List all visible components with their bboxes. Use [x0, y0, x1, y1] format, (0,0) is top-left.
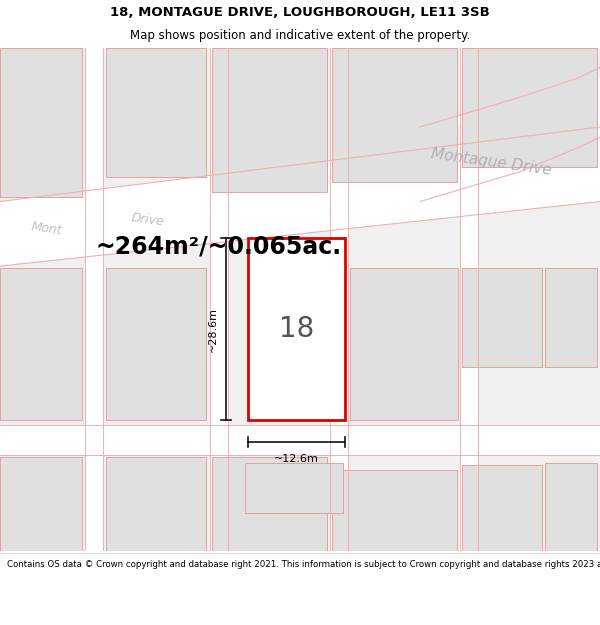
- Bar: [462, 465, 542, 551]
- Text: ~28.6m: ~28.6m: [208, 307, 218, 352]
- Text: Drive: Drive: [130, 211, 165, 228]
- Text: Contains OS data © Crown copyright and database right 2021. This information is : Contains OS data © Crown copyright and d…: [7, 560, 600, 569]
- Text: Map shows position and indicative extent of the property.: Map shows position and indicative extent…: [130, 29, 470, 42]
- Bar: [460, 48, 478, 551]
- Bar: [0, 48, 82, 196]
- Polygon shape: [0, 127, 600, 266]
- Bar: [212, 48, 327, 192]
- Bar: [330, 48, 348, 551]
- Bar: [332, 470, 457, 551]
- Text: Montague Drive: Montague Drive: [430, 146, 553, 177]
- Bar: [332, 48, 457, 182]
- Bar: [462, 48, 597, 167]
- Text: 18, MONTAGUE DRIVE, LOUGHBOROUGH, LE11 3SB: 18, MONTAGUE DRIVE, LOUGHBOROUGH, LE11 3…: [110, 6, 490, 19]
- Polygon shape: [420, 78, 600, 127]
- Bar: [106, 457, 206, 551]
- Bar: [0, 457, 82, 551]
- Bar: [248, 238, 345, 420]
- Text: ~12.6m: ~12.6m: [274, 454, 319, 464]
- Bar: [106, 48, 206, 177]
- Bar: [212, 457, 327, 551]
- Bar: [462, 268, 542, 368]
- Bar: [245, 463, 343, 512]
- Bar: [85, 48, 103, 551]
- Bar: [0, 425, 600, 455]
- Text: ~264m²/~0.065ac.: ~264m²/~0.065ac.: [95, 234, 341, 258]
- Bar: [545, 268, 597, 368]
- Bar: [545, 463, 597, 551]
- Bar: [350, 268, 458, 420]
- Bar: [210, 48, 228, 551]
- Bar: [0, 268, 82, 420]
- Bar: [106, 268, 206, 420]
- Text: Mont: Mont: [30, 220, 62, 237]
- Text: 18: 18: [279, 315, 314, 343]
